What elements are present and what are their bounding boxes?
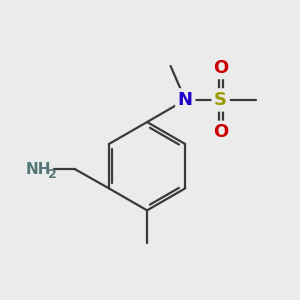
Text: O: O xyxy=(213,123,228,141)
Text: 2: 2 xyxy=(48,168,57,181)
Text: N: N xyxy=(178,91,193,109)
Text: NH: NH xyxy=(26,162,51,177)
Text: S: S xyxy=(214,91,227,109)
Text: O: O xyxy=(213,58,228,76)
